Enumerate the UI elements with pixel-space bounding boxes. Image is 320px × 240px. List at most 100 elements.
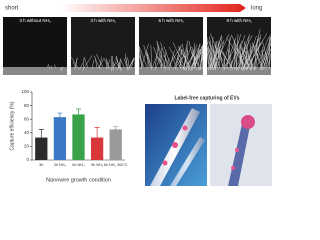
nanowire bbox=[92, 60, 94, 70]
nanowire bbox=[117, 58, 122, 69]
nanowire bbox=[228, 40, 243, 70]
nanowire bbox=[106, 58, 109, 69]
nanowire bbox=[183, 50, 189, 69]
nanowire bbox=[79, 63, 83, 70]
nanowire bbox=[219, 48, 233, 68]
nanowire bbox=[72, 61, 77, 69]
bar bbox=[72, 114, 85, 160]
nanowire bbox=[207, 40, 221, 68]
nanowire bbox=[234, 41, 237, 71]
nanowire bbox=[190, 44, 201, 69]
nanowire bbox=[249, 43, 253, 69]
error-bar bbox=[76, 108, 81, 120]
nanowire bbox=[123, 58, 128, 69]
error-bar bbox=[38, 129, 44, 146]
ev bbox=[162, 160, 168, 166]
nanowire bbox=[154, 53, 162, 71]
nanowire bbox=[143, 45, 151, 68]
ev-image-right bbox=[210, 104, 272, 186]
sem-panels: 3 h without NH₃ 3 h with NH₃ 6 h with NH₃ 9… bbox=[2, 17, 272, 75]
substrate bbox=[139, 67, 203, 75]
nanowire bbox=[241, 41, 246, 69]
nanowire bbox=[180, 49, 182, 69]
nanowire bbox=[98, 57, 105, 69]
nanowire bbox=[120, 59, 125, 69]
nanowire bbox=[127, 57, 130, 68]
y-tick-label: 80 bbox=[24, 103, 30, 108]
y-axis-label: Capture efficiency (%) bbox=[9, 101, 15, 150]
nanowire bbox=[268, 36, 270, 68]
nanowire bbox=[191, 45, 203, 69]
nanowire bbox=[145, 50, 153, 70]
nanowire bbox=[243, 47, 250, 68]
nanowire bbox=[164, 51, 167, 68]
nanowire bbox=[96, 53, 104, 68]
nanowire bbox=[83, 56, 89, 68]
nanowire bbox=[226, 37, 248, 70]
nanowire bbox=[239, 47, 242, 71]
panel-label: 9 h with NH₃ bbox=[226, 18, 251, 23]
ev bbox=[182, 125, 188, 131]
bar bbox=[53, 117, 67, 160]
x-axis-label: Nanowire growth condition bbox=[46, 177, 111, 183]
sem-image bbox=[3, 17, 67, 75]
y-tick-label: 100 bbox=[21, 89, 29, 94]
panel-label: 3 h with NH₃ bbox=[90, 18, 115, 23]
figure: short long 3 h without NH₃ 3 h with NH₃ 6 … bbox=[2, 4, 272, 186]
short-label: short bbox=[5, 6, 19, 12]
y-tick-label: 60 bbox=[24, 116, 30, 121]
nanowire bbox=[214, 37, 223, 71]
nanowire bbox=[252, 44, 264, 70]
substrate bbox=[207, 67, 271, 75]
nanowire bbox=[138, 45, 148, 68]
nanowire bbox=[54, 64, 56, 69]
nanowire bbox=[160, 42, 169, 69]
nanowire bbox=[74, 57, 78, 71]
x-tick-label: 6h NH₃ 300°C bbox=[104, 163, 128, 167]
nanowire bbox=[241, 37, 261, 71]
nanowire bbox=[106, 59, 111, 70]
panel-label: 3 h without NH₃ bbox=[19, 18, 51, 23]
x-tick-label: 3h NH₃ bbox=[54, 163, 67, 167]
nanowire bbox=[83, 55, 93, 69]
ev bbox=[172, 142, 178, 148]
nanowire bbox=[156, 40, 163, 68]
substrate bbox=[71, 67, 135, 75]
long-label: long bbox=[251, 6, 262, 12]
nanowire bbox=[256, 45, 268, 70]
nanowire bbox=[229, 34, 242, 71]
nanowire bbox=[254, 39, 258, 71]
nanowire bbox=[181, 43, 188, 68]
nanowire bbox=[225, 37, 237, 69]
nanowire bbox=[138, 46, 143, 68]
nanowire bbox=[222, 41, 239, 71]
substrate bbox=[3, 67, 67, 75]
nanowire bbox=[213, 48, 216, 68]
nanowire bbox=[93, 55, 101, 70]
error-bar bbox=[57, 112, 63, 122]
nanowire bbox=[140, 44, 149, 68]
nanowire bbox=[241, 48, 251, 71]
nanowire bbox=[153, 46, 162, 69]
nanowire bbox=[198, 55, 204, 71]
nanowire bbox=[266, 39, 272, 68]
bar bbox=[109, 129, 122, 160]
nanowire bbox=[218, 42, 223, 68]
nanowire bbox=[172, 42, 186, 68]
x-tick-label: 6h NH₃ bbox=[72, 163, 85, 167]
nanowire bbox=[99, 56, 103, 68]
y-tick-label: 40 bbox=[24, 130, 30, 135]
nanowire bbox=[185, 56, 193, 71]
nanowire bbox=[206, 49, 210, 71]
nanowire bbox=[48, 65, 50, 70]
nanowire bbox=[255, 34, 262, 69]
nanowire bbox=[222, 34, 232, 69]
nanowire bbox=[163, 55, 171, 68]
nanowire bbox=[237, 49, 252, 70]
nanowire bbox=[82, 58, 85, 71]
nanowire bbox=[127, 57, 136, 71]
nanowire bbox=[232, 35, 246, 69]
nanowire bbox=[51, 65, 53, 70]
nanowire bbox=[247, 33, 268, 68]
nanowire bbox=[210, 37, 214, 69]
